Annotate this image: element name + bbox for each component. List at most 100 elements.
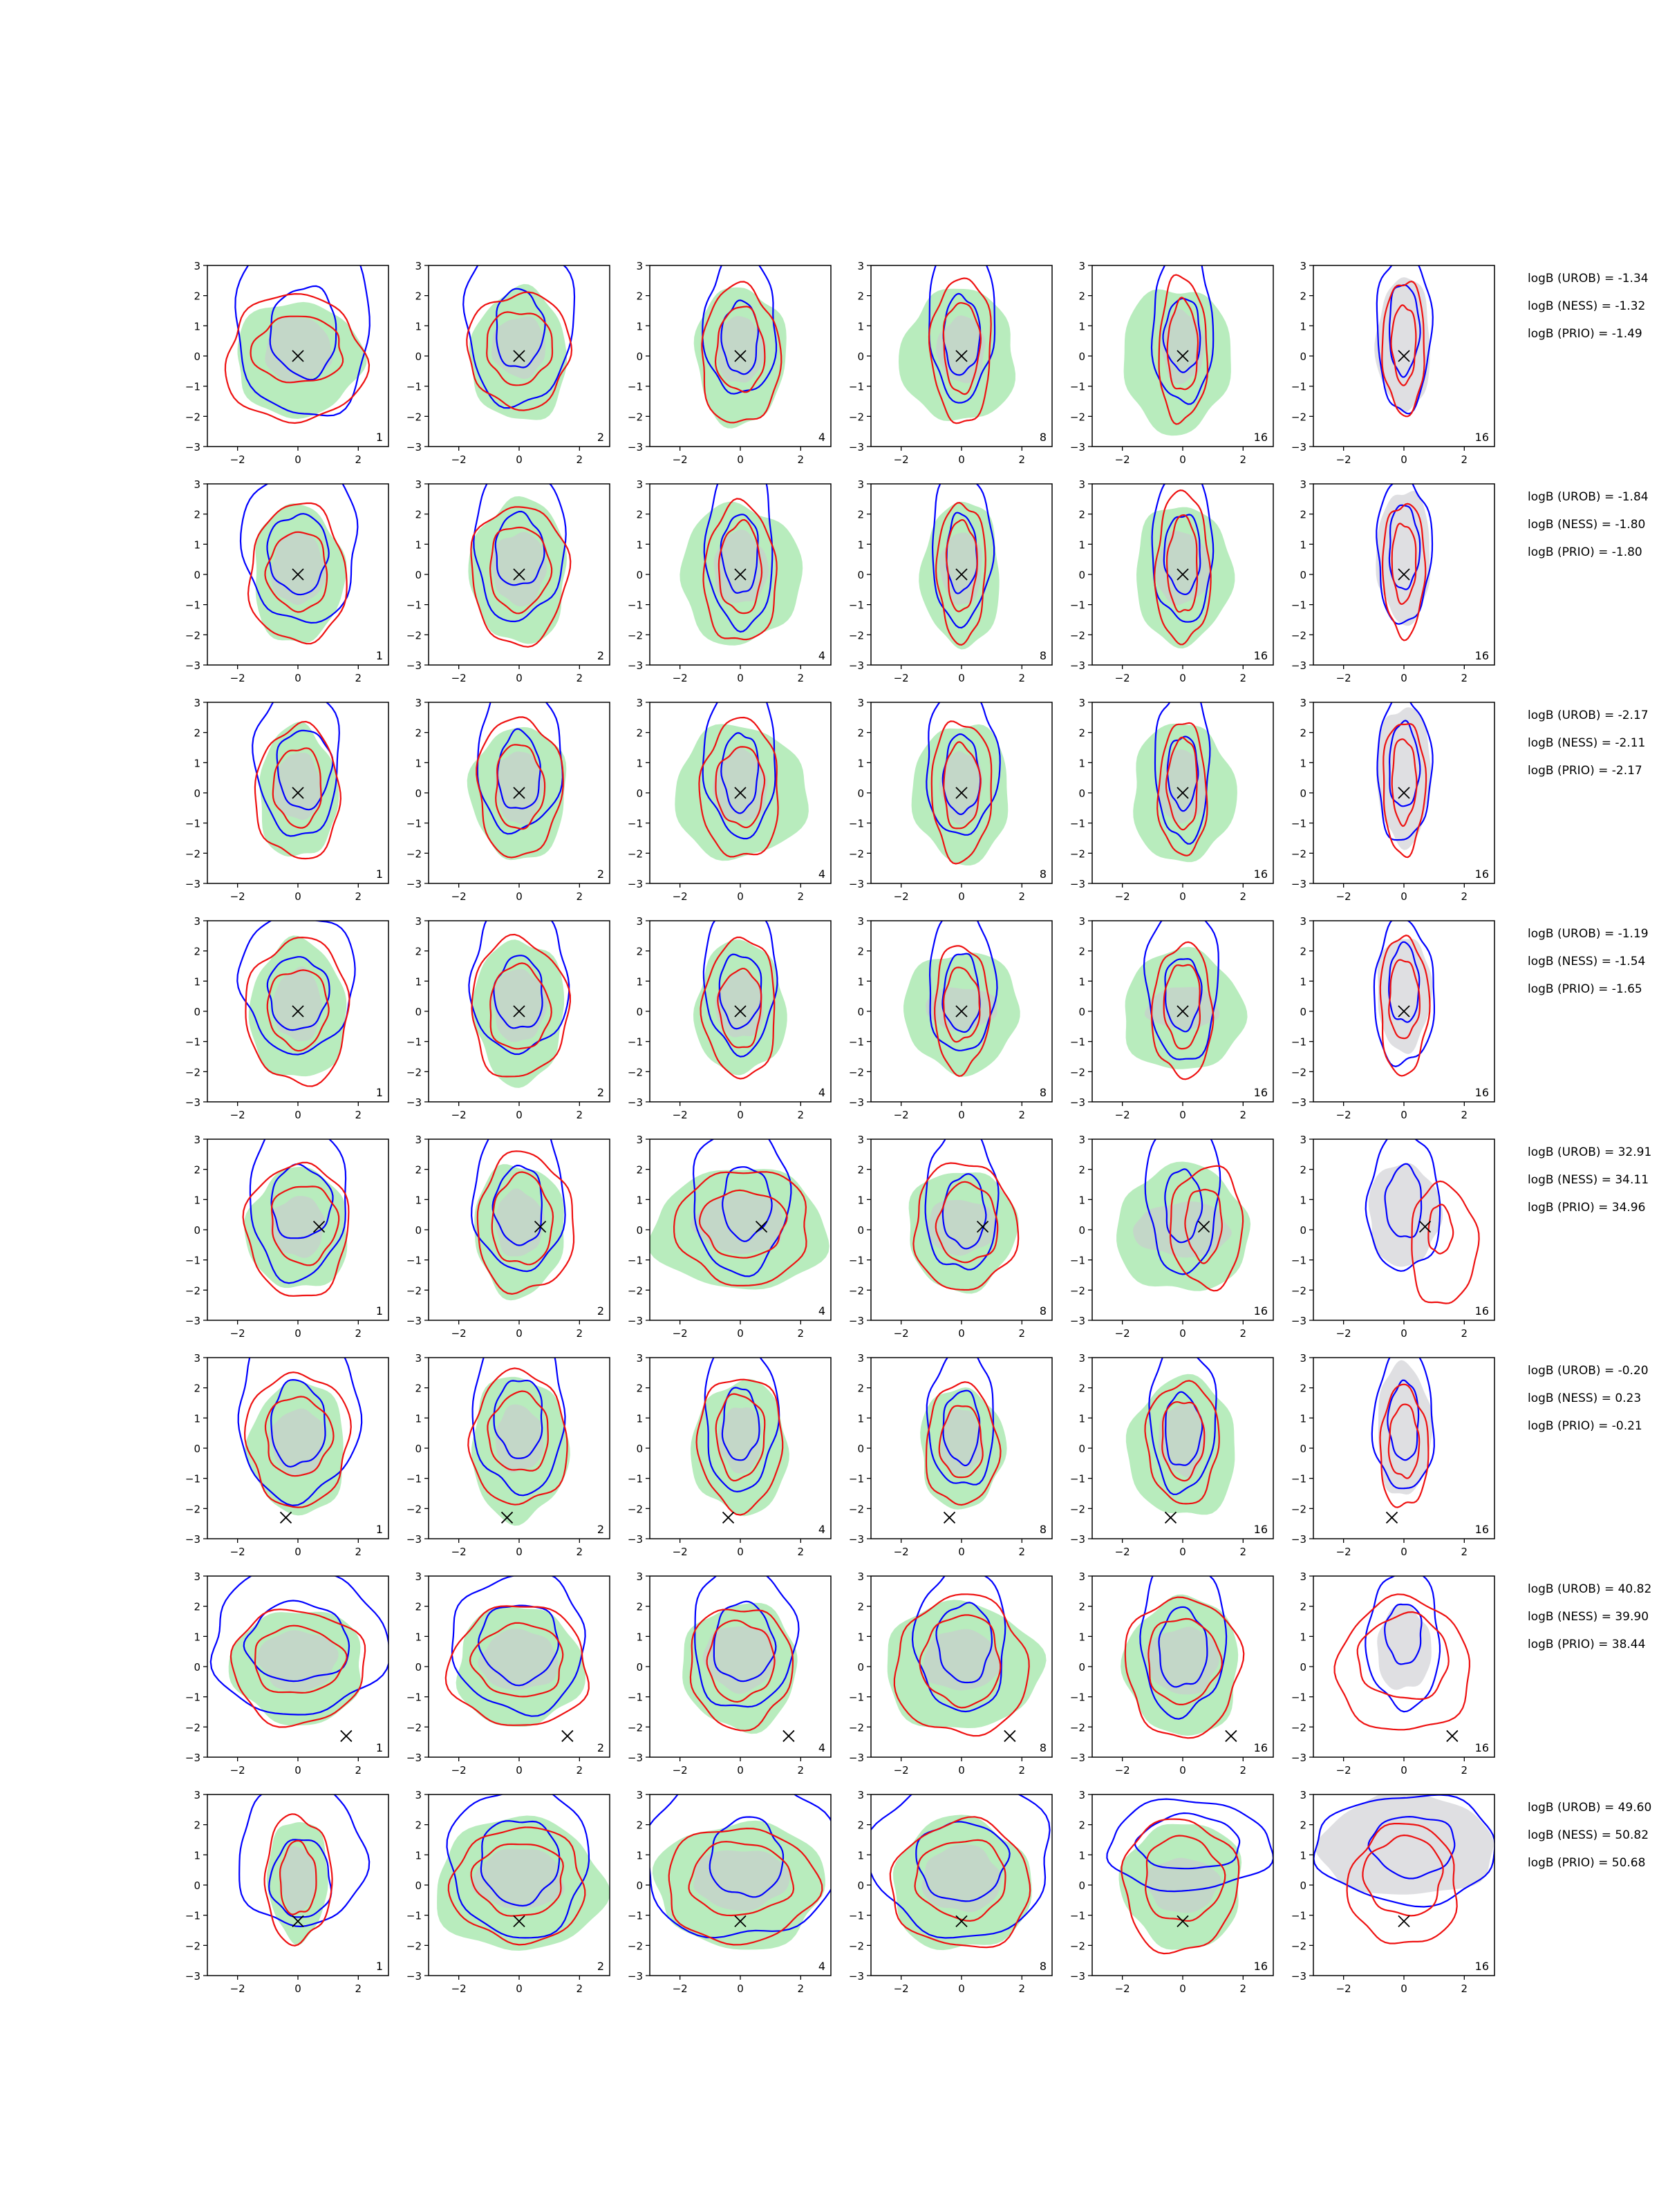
y-tick-label: 2 [194, 946, 200, 958]
logb-annotation: logB (NESS) = -2.11 [1528, 736, 1646, 750]
x-tick-label: 2 [798, 1546, 805, 1558]
y-tick-label: −2 [185, 1284, 200, 1297]
y-tick-label: 0 [1078, 569, 1085, 581]
y-tick-label: −1 [185, 599, 200, 612]
y-tick-label: 2 [1300, 1819, 1306, 1832]
x-tick-label: 0 [958, 1327, 965, 1340]
blue-contour-1 [234, 265, 371, 417]
red-contour-1 [934, 945, 991, 1077]
panel-r6-c6: −3 −2 −1 0 1 2 3 −2 0 2 16 [1291, 1352, 1495, 1558]
y-tick-label: 2 [1300, 1164, 1306, 1177]
x-tick-label: 2 [355, 1546, 362, 1558]
blue-contour-2 [493, 955, 543, 1029]
y-tick-label: −2 [849, 1503, 864, 1515]
y-tick-label: 3 [636, 260, 643, 272]
logb-annotation: logB (NESS) = 34.11 [1528, 1173, 1649, 1187]
x-tick-label: 2 [355, 1764, 362, 1777]
blue-contour-2 [491, 1164, 543, 1246]
y-tick-label: −1 [1070, 1691, 1085, 1704]
y-tick-label: 2 [857, 509, 864, 521]
logb-annotation: logB (PRIO) = -1.49 [1528, 327, 1642, 341]
blue-contour-1 [1139, 1576, 1228, 1720]
red-contour-1 [889, 1816, 1031, 1949]
y-tick-label: −3 [406, 1970, 422, 1983]
y-tick-label: −3 [1070, 1752, 1085, 1764]
blue-contour-1 [702, 265, 778, 395]
y-tick-label: −3 [628, 1315, 643, 1327]
y-tick-label: 1 [194, 1849, 200, 1862]
y-tick-label: 3 [636, 915, 643, 928]
x-tick-label: 2 [355, 890, 362, 903]
y-tick-label: 0 [636, 787, 643, 800]
x-tick-label: 0 [1179, 1983, 1186, 1995]
true-value-marker [1398, 787, 1410, 799]
x-tick-label: 0 [1400, 1983, 1407, 1995]
red-contour-2 [489, 962, 552, 1050]
x-tick-label: 2 [355, 1983, 362, 1995]
x-tick-label: 0 [294, 1764, 301, 1777]
x-tick-label: 0 [516, 1546, 523, 1558]
blue-contour-2 [1388, 941, 1421, 1023]
y-tick-label: 1 [857, 757, 864, 769]
x-tick-label: −2 [1336, 1764, 1351, 1777]
red-contour-1 [470, 506, 572, 648]
panel-r6-c5: −3 −2 −1 0 1 2 3 −2 0 2 16 [1070, 1352, 1274, 1558]
red-contour-1 [689, 1609, 794, 1732]
red-contour-1 [242, 1161, 350, 1297]
x-tick-label: 0 [737, 453, 744, 466]
x-tick-label: −2 [230, 1109, 245, 1121]
panel-count-label: 1 [376, 431, 383, 444]
y-tick-label: 3 [415, 697, 422, 709]
panel-count-label: 16 [1254, 431, 1268, 444]
x-tick-label: −2 [673, 672, 688, 684]
red-contour-2 [1387, 1403, 1421, 1479]
y-tick-label: 0 [857, 1006, 864, 1018]
blue-contour-1 [446, 1794, 590, 1939]
y-tick-label: −2 [406, 1721, 422, 1734]
red-contour-1 [1382, 722, 1427, 859]
y-tick-label: 3 [857, 1789, 864, 1801]
x-tick-label: 0 [1400, 1109, 1407, 1121]
y-tick-label: −3 [406, 1752, 422, 1764]
blue-contour-1 [924, 1139, 1000, 1271]
x-tick-label: 0 [1400, 672, 1407, 684]
x-tick-label: 0 [1179, 1327, 1186, 1340]
y-tick-label: 2 [857, 1164, 864, 1177]
gray-density-region [926, 1200, 1000, 1256]
red-contour-1 [700, 936, 776, 1080]
red-contour-2 [487, 1390, 549, 1472]
gray-density-region [491, 532, 547, 607]
y-tick-label: −3 [1291, 659, 1306, 672]
blue-contour-2 [493, 1380, 543, 1459]
red-contour-2 [1163, 964, 1201, 1050]
y-tick-label: −1 [1291, 1255, 1306, 1267]
blue-contour-1 [1365, 1139, 1441, 1272]
y-tick-label: 0 [636, 569, 643, 581]
true-value-marker [561, 1730, 574, 1743]
red-contour-1 [1124, 1596, 1245, 1739]
gray-density-region [691, 1192, 783, 1255]
y-tick-label: 0 [194, 1661, 200, 1674]
panel-r4-c3: −3 −2 −1 0 1 2 3 −2 0 2 4 [628, 915, 832, 1121]
y-tick-label: −3 [1070, 1533, 1085, 1546]
x-tick-label: 0 [737, 672, 744, 684]
y-tick-label: −1 [185, 1691, 200, 1704]
x-tick-label: −2 [1336, 1983, 1351, 1995]
y-tick-label: −1 [849, 818, 864, 830]
panel-count-label: 8 [1040, 1086, 1047, 1099]
blue-contour-2 [1163, 514, 1201, 595]
y-tick-label: 0 [415, 1661, 422, 1674]
x-tick-label: −2 [451, 1327, 467, 1340]
panel-count-label: 8 [1040, 1523, 1047, 1536]
panel-r4-c6: −3 −2 −1 0 1 2 3 −2 0 2 16 [1291, 915, 1495, 1121]
y-tick-label: 3 [636, 1352, 643, 1365]
y-tick-label: 2 [1078, 1164, 1085, 1177]
panel-r8-c1: −3 −2 −1 0 1 2 3 −2 0 2 1 [185, 1789, 389, 1995]
panel-count-label: 1 [376, 1741, 383, 1754]
panel-r4-c2: −3 −2 −1 0 1 2 3 −2 0 2 2 [406, 915, 610, 1121]
blue-contour-1 [249, 1139, 347, 1284]
blue-contour-2 [720, 514, 759, 594]
y-tick-label: 1 [194, 757, 200, 769]
red-contour-2 [1388, 959, 1421, 1040]
y-tick-label: −2 [406, 1066, 422, 1078]
